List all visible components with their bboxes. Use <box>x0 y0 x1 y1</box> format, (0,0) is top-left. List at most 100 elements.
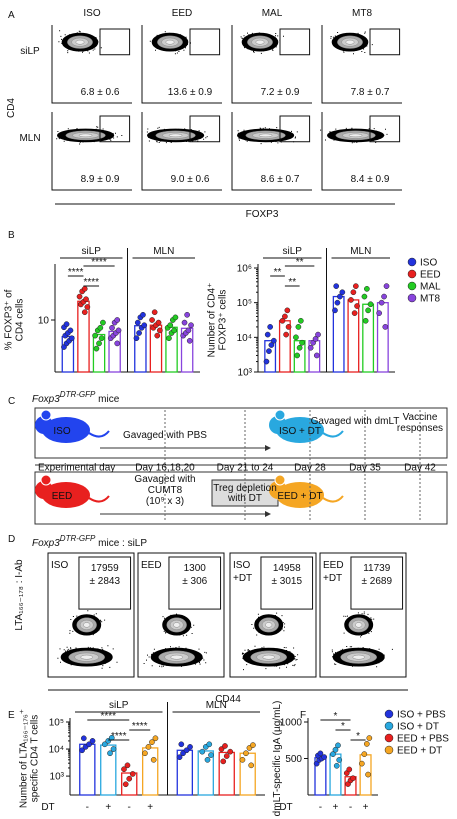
data-point <box>68 335 75 342</box>
title-sup: DTR-GFP <box>60 390 96 399</box>
density-contour <box>80 654 93 660</box>
data-point <box>152 735 159 742</box>
data-point <box>263 358 270 365</box>
data-point <box>352 283 359 289</box>
plot-frame <box>229 552 317 678</box>
plot-axes <box>231 112 312 191</box>
gate <box>369 115 401 143</box>
data-point <box>358 760 365 767</box>
panel-letter: C <box>8 396 15 407</box>
x-axis-label: FOXP3 <box>246 209 279 220</box>
data-point <box>133 335 140 342</box>
dt-label: DT <box>41 802 54 813</box>
density-contour <box>165 39 175 45</box>
y-axis-label: FOXP3⁺ cells <box>218 290 229 351</box>
data-point <box>141 322 148 329</box>
density-contour <box>170 654 183 660</box>
legend-label: ISO + DT <box>397 722 439 733</box>
data-point <box>312 336 319 342</box>
y-axis-label: % FOXP3⁺ of <box>4 289 15 350</box>
title-sup: DTR-GFP <box>60 534 96 543</box>
protocol-text: Vaccine <box>403 412 438 423</box>
significance-label: **** <box>111 731 127 742</box>
group-label: siLP <box>82 246 102 257</box>
title-rest: mice <box>95 394 119 405</box>
data-point <box>333 762 340 769</box>
data-point <box>114 340 121 347</box>
gate-frequency: 13.6 ± 0.9 <box>168 87 213 98</box>
data-point <box>350 775 356 782</box>
protocol-text: Gavaged with PBS <box>123 430 207 441</box>
legend-label: EED + DT <box>397 746 442 757</box>
mouse-body <box>42 482 90 508</box>
group-label: siLP <box>283 246 303 257</box>
gate-frequency: 8.4 ± 0.9 <box>351 174 390 185</box>
protocol-text: Treg depletion <box>213 483 277 494</box>
data-point <box>84 304 91 310</box>
data-point <box>315 331 321 338</box>
y-tick-label: 10 <box>38 316 50 327</box>
data-point <box>351 310 358 316</box>
gate-count: 11739 <box>363 563 391 574</box>
legend-marker <box>384 733 394 743</box>
mouse-head <box>35 481 53 499</box>
legend-label: ISO <box>420 258 437 269</box>
data-point <box>361 751 368 757</box>
protocol-text: CUMT8 <box>148 485 183 496</box>
gate-count: ± 306 <box>182 576 207 587</box>
data-point <box>154 332 161 339</box>
protocol-text: Gavaged with <box>134 474 195 485</box>
dt-sign: - <box>128 802 131 813</box>
plot-axes <box>51 112 132 191</box>
data-point <box>121 766 127 773</box>
eed-row-box <box>34 471 448 525</box>
significance-label: **** <box>132 721 148 732</box>
gate-frequency: 8.6 ± 0.7 <box>261 174 300 185</box>
column-header: MAL <box>262 8 283 19</box>
data-point <box>134 319 141 326</box>
data-point <box>93 345 100 352</box>
gate <box>168 556 222 610</box>
density-contour <box>345 39 355 45</box>
significance-label: **** <box>83 277 99 288</box>
data-point <box>83 296 89 303</box>
data-point <box>178 741 185 748</box>
plot-axes <box>321 112 402 191</box>
timeline-label: Day 42 <box>404 463 436 474</box>
data-point <box>109 324 115 331</box>
significance-label: ** <box>296 257 304 268</box>
data-point <box>166 335 172 342</box>
density-contour <box>78 133 93 138</box>
mouse-head <box>35 416 53 434</box>
data-point <box>250 742 256 748</box>
data-point <box>150 756 157 763</box>
data-point <box>313 352 320 359</box>
data-point <box>96 340 102 347</box>
gate <box>279 28 311 56</box>
data-point <box>183 747 190 754</box>
data-point <box>282 313 288 320</box>
protocol-text: ISO <box>53 426 70 437</box>
timeline-label: Day 35 <box>349 463 381 474</box>
y-tick-label: 10⁴ <box>49 745 64 756</box>
legend-marker <box>407 257 417 267</box>
mouse-body <box>276 482 324 508</box>
plot-axes <box>141 112 222 191</box>
data-point <box>227 748 234 755</box>
data-point <box>126 775 133 782</box>
protocol-text: EED + DT <box>277 491 322 502</box>
gate <box>260 556 314 610</box>
y-tick-label: 1000 <box>280 718 303 729</box>
gate-frequency: 7.8 ± 0.7 <box>351 87 390 98</box>
significance-label: * <box>334 711 338 722</box>
density-contour <box>352 654 365 660</box>
data-point <box>115 327 122 334</box>
data-point <box>206 741 213 748</box>
y-axis-label: LTA₁₆₆₋₁₇₈ : I-Ab <box>14 559 25 631</box>
data-point <box>354 303 360 309</box>
mouse-body <box>276 417 324 443</box>
panel-title: Foxp3DTR-GFP mice : siLP <box>32 534 147 549</box>
data-point <box>188 322 194 329</box>
data-point <box>167 322 174 329</box>
data-point <box>270 337 277 344</box>
